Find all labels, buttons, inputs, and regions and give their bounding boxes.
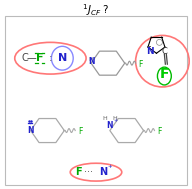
Text: H: H <box>89 57 94 62</box>
Text: —: — <box>26 53 36 63</box>
Text: F: F <box>160 67 169 81</box>
Text: F: F <box>75 167 81 177</box>
Text: $^+$: $^+$ <box>113 119 119 125</box>
Text: C: C <box>161 47 167 56</box>
Text: $^+$: $^+$ <box>106 164 113 173</box>
Text: N: N <box>99 167 107 177</box>
Text: C: C <box>21 53 28 63</box>
Text: N: N <box>58 53 67 63</box>
Text: ···: ··· <box>84 167 93 177</box>
Text: N: N <box>27 126 34 135</box>
Text: F: F <box>157 127 162 136</box>
Text: :: : <box>49 53 52 63</box>
Text: N: N <box>146 47 153 56</box>
Text: N: N <box>88 57 94 66</box>
Text: F: F <box>139 60 143 69</box>
Text: H: H <box>113 116 117 121</box>
Text: N: N <box>107 121 113 130</box>
Text: F: F <box>36 53 43 63</box>
Text: $^1J_{CF}$ ?: $^1J_{CF}$ ? <box>82 2 110 18</box>
Text: H: H <box>103 116 107 121</box>
Text: F: F <box>78 127 83 136</box>
